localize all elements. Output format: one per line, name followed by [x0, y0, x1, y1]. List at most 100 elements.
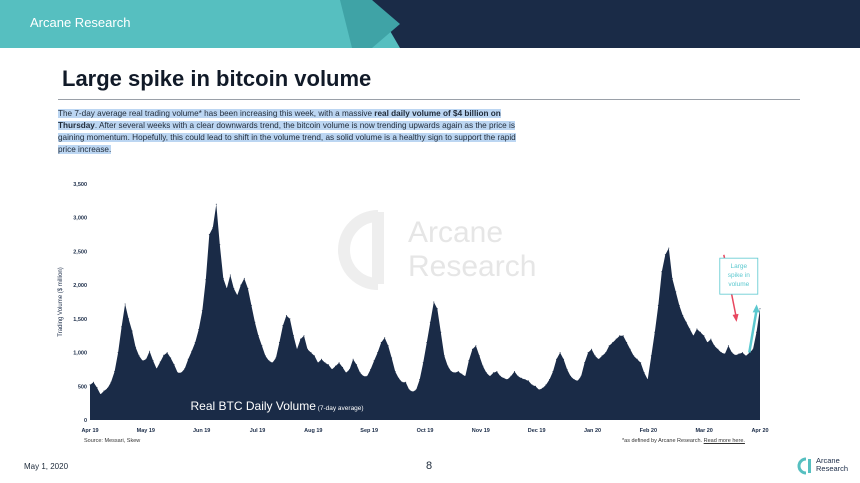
data-point	[131, 330, 133, 332]
watermark-text-line1: Arcane	[408, 216, 503, 249]
data-point	[331, 368, 333, 370]
annotation-box	[719, 257, 759, 295]
data-point	[310, 352, 312, 354]
uptrend-arrow	[748, 309, 758, 353]
data-point	[436, 308, 438, 310]
data-point	[510, 375, 512, 377]
data-point	[289, 318, 291, 320]
data-point	[594, 355, 596, 357]
data-point	[282, 325, 284, 327]
data-point	[657, 304, 659, 306]
data-point	[271, 362, 273, 364]
data-point	[664, 254, 666, 256]
data-point	[426, 342, 428, 343]
data-point	[492, 372, 494, 374]
data-point	[173, 364, 175, 366]
data-point	[622, 335, 624, 337]
x-tick-label: Feb 20	[640, 428, 657, 434]
data-point	[580, 375, 582, 377]
data-point	[121, 326, 123, 328]
data-point	[314, 355, 315, 357]
data-point	[156, 368, 158, 370]
data-point	[278, 342, 280, 343]
data-point	[261, 345, 263, 347]
data-point	[387, 345, 389, 347]
data-point	[450, 371, 452, 372]
data-point	[398, 377, 400, 379]
data-point	[478, 355, 480, 357]
uptrend-arrowhead	[752, 304, 760, 313]
chart-subtitle: (7-day average)	[316, 405, 364, 412]
annotation-text: volume	[728, 281, 749, 288]
brand-name: Arcane Research	[30, 15, 131, 30]
data-point	[377, 352, 379, 354]
data-point	[429, 321, 431, 323]
arcane-logo-icon	[797, 457, 811, 475]
data-point	[345, 372, 347, 374]
data-point	[415, 389, 417, 391]
data-point	[545, 384, 547, 386]
data-point	[324, 362, 326, 364]
data-point	[591, 348, 593, 350]
data-point	[135, 346, 137, 348]
data-point	[247, 288, 249, 289]
data-point	[180, 372, 182, 374]
data-point	[187, 358, 189, 360]
data-point	[650, 355, 652, 357]
y-tick-label: 2,000	[73, 283, 87, 289]
annotation-text: spike in	[728, 272, 750, 279]
data-point	[212, 227, 214, 229]
data-point	[559, 352, 561, 354]
data-point	[640, 362, 642, 364]
data-point	[643, 372, 645, 374]
read-more-link[interactable]: Read more here.	[703, 438, 745, 444]
data-point	[685, 321, 687, 323]
data-point	[703, 335, 705, 337]
data-point	[433, 301, 435, 303]
data-point	[268, 360, 270, 362]
x-tick-label: Apr 19	[81, 428, 98, 434]
watermark-text-line2: Research	[408, 250, 536, 283]
data-point	[422, 362, 424, 364]
data-point	[264, 355, 266, 357]
data-point	[598, 358, 600, 360]
data-point	[724, 353, 726, 355]
data-point	[720, 352, 722, 354]
data-point	[342, 366, 344, 368]
data-point	[475, 345, 477, 347]
data-point	[608, 345, 610, 347]
title-divider	[58, 99, 800, 100]
data-point	[727, 345, 729, 347]
data-point	[454, 372, 456, 374]
data-point	[254, 321, 256, 323]
data-point	[356, 364, 358, 366]
data-point	[240, 284, 242, 286]
data-point	[110, 381, 112, 383]
data-point	[577, 380, 579, 382]
data-point	[243, 277, 245, 279]
data-point	[215, 203, 217, 205]
x-tick-label: Jul 19	[250, 428, 266, 434]
data-point	[584, 362, 586, 364]
data-point	[566, 368, 568, 370]
data-point	[654, 331, 656, 333]
data-point	[419, 379, 421, 380]
volume-chart: 0 500 1,000 1,500 2,000 2,500 3,000 3,500 Tradin…	[58, 182, 769, 434]
data-point	[317, 362, 319, 364]
data-point	[629, 348, 631, 350]
x-tick-label: Dec 19	[528, 428, 546, 434]
y-tick-label: 2,500	[73, 249, 87, 255]
data-point	[107, 387, 108, 389]
data-point	[391, 357, 393, 359]
data-point	[647, 379, 649, 380]
data-point	[605, 352, 607, 354]
data-point	[468, 360, 470, 362]
data-point	[668, 247, 670, 249]
data-point	[633, 355, 635, 357]
data-point	[587, 352, 589, 354]
data-point	[738, 353, 740, 355]
footer-date: May 1, 2020	[24, 462, 69, 471]
data-point	[159, 361, 161, 363]
data-point	[163, 354, 165, 356]
y-axis-label: Trading Volume ($ million)	[58, 267, 64, 336]
